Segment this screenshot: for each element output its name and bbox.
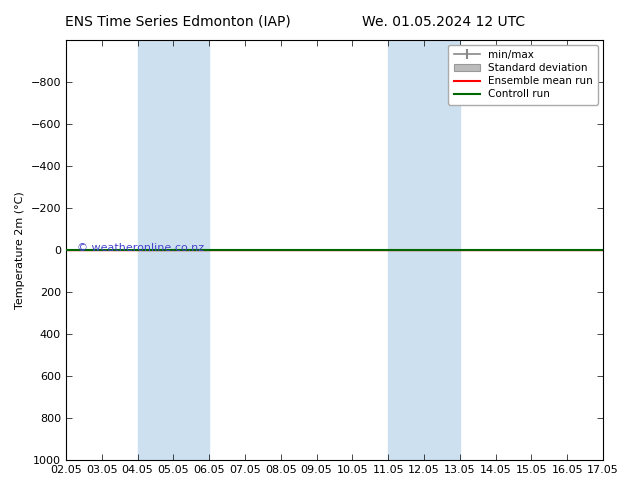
- Bar: [138, 40, 209, 460]
- Legend: min/max, Standard deviation, Ensemble mean run, Controll run: min/max, Standard deviation, Ensemble me…: [448, 45, 598, 104]
- Text: © weatheronline.co.nz: © weatheronline.co.nz: [77, 243, 204, 253]
- Text: We. 01.05.2024 12 UTC: We. 01.05.2024 12 UTC: [362, 15, 526, 29]
- Bar: [388, 40, 460, 460]
- Text: ENS Time Series Edmonton (IAP): ENS Time Series Edmonton (IAP): [65, 15, 290, 29]
- Y-axis label: Temperature 2m (°C): Temperature 2m (°C): [15, 191, 25, 309]
